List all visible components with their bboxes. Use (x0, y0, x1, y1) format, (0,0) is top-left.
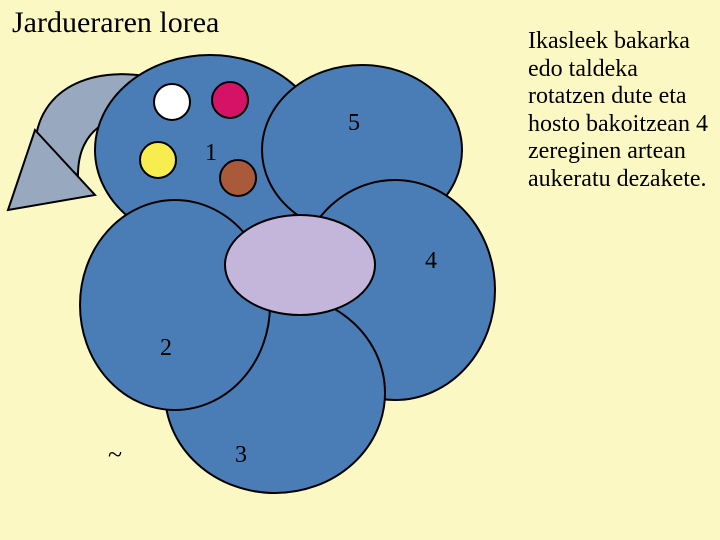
page-title: Jardueraren lorea (12, 6, 219, 40)
task-dot-3 (140, 142, 176, 178)
tilde-mark: ~ (108, 440, 122, 470)
side-description: Ikasleek bakarka edo taldeka rotatzen du… (528, 28, 708, 194)
petal-label-5: 5 (348, 110, 360, 136)
task-dot-1 (154, 84, 190, 120)
flower-center (225, 215, 375, 315)
petal-label-3: 3 (235, 442, 247, 468)
petal-label-2: 2 (160, 335, 172, 361)
petal-2 (80, 200, 270, 410)
slide-stage: 1 5 4 3 2 Jardueraren lorea Ikasleek bakarka… (0, 0, 720, 540)
petal-label-4: 4 (425, 248, 437, 274)
task-dot-2 (212, 82, 248, 118)
petal-label-1: 1 (205, 140, 217, 166)
task-dot-4 (220, 160, 256, 196)
